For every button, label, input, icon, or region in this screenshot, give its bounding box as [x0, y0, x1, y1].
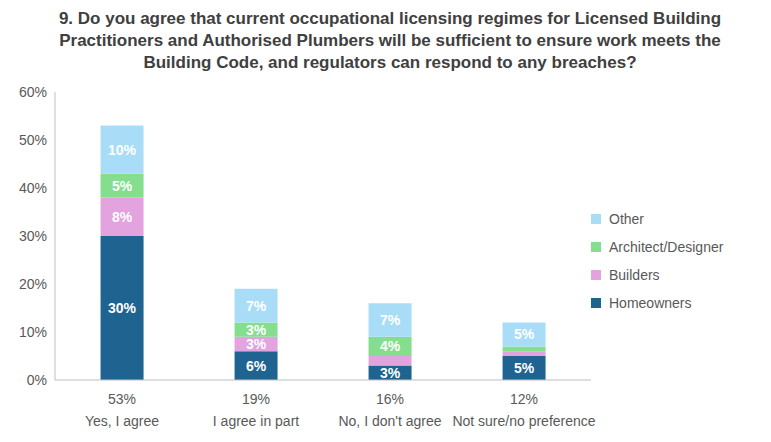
svg-text:4%: 4% [380, 338, 401, 354]
html-text:Homeowners: Homeowners [609, 295, 692, 311]
svg-text:3%: 3% [246, 322, 267, 338]
svg-text:5%: 5% [514, 326, 535, 342]
svg-text:7%: 7% [380, 312, 401, 328]
svg-text:6%: 6% [246, 358, 267, 374]
html-text:9. Do you agree that current o: 9. Do you agree that current occupationa… [58, 9, 722, 72]
svg-text:60%: 60% [19, 84, 47, 100]
svg-text:10%: 10% [108, 142, 137, 158]
html-text:Architect/Designer: Architect/Designer [609, 239, 724, 255]
svg-text:19%: 19% [242, 391, 270, 407]
svg-text:20%: 20% [19, 276, 47, 292]
svg-text:7%: 7% [246, 298, 267, 314]
svg-text:12%: 12% [510, 391, 538, 407]
svg-text:No, I don't agree: No, I don't agree [338, 413, 441, 429]
svg-text:3%: 3% [380, 365, 401, 381]
svg-text:I agree in part: I agree in part [213, 413, 299, 429]
svg-text:30%: 30% [19, 228, 47, 244]
svg-text:16%: 16% [376, 391, 404, 407]
svg-text:50%: 50% [19, 132, 47, 148]
svg-text:40%: 40% [19, 180, 47, 196]
svg-text:Not sure/no preference: Not sure/no preference [452, 413, 595, 429]
svg-text:5%: 5% [112, 178, 133, 194]
svg-text:3%: 3% [246, 336, 267, 352]
svg-text:30%: 30% [108, 300, 137, 316]
svg-text:10%: 10% [19, 324, 47, 340]
svg-text:0%: 0% [27, 372, 47, 388]
svg-text:53%: 53% [108, 391, 136, 407]
svg-text:5%: 5% [514, 360, 535, 376]
html-text:Builders: Builders [609, 267, 660, 283]
svg-text:Yes, I agree: Yes, I agree [85, 413, 159, 429]
html-text:Other: Other [609, 211, 644, 227]
svg-text:8%: 8% [112, 209, 133, 225]
